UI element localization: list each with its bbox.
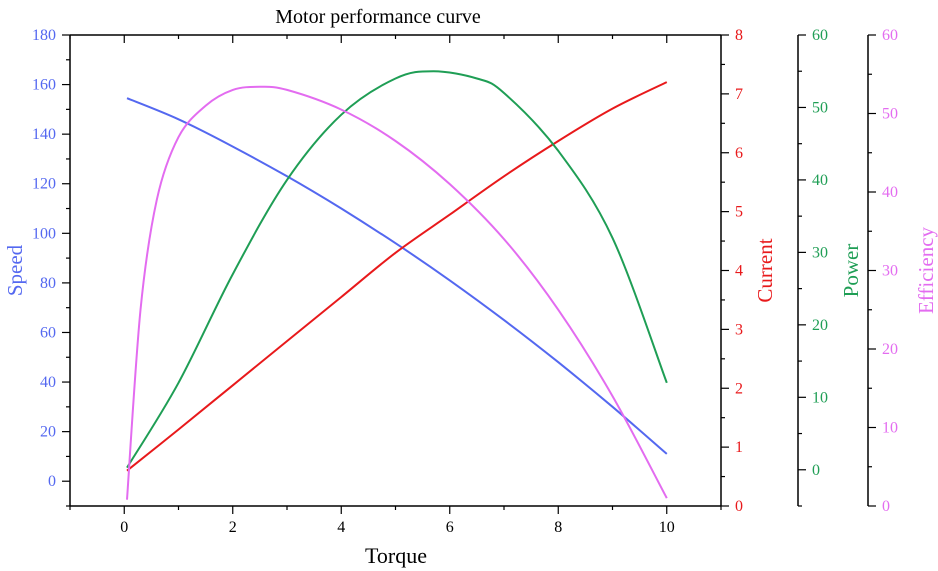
x-tick-label: 8 (554, 519, 562, 536)
speed-tick-label: 20 (40, 424, 56, 441)
efficiency-tick-label: 30 (882, 263, 898, 280)
speed-tick-label: 160 (32, 77, 56, 94)
current-axis-label: Current (753, 238, 777, 302)
power-tick-label: 0 (812, 462, 820, 479)
power-series-line (126, 70, 668, 469)
x-tick-label: 0 (120, 519, 128, 536)
speed-series-line (126, 97, 668, 455)
efficiency-series-line (126, 85, 668, 500)
speed-tick-label: 0 (48, 473, 56, 490)
x-axis-label: Torque (365, 543, 427, 568)
efficiency-axis-label: Efficiency (914, 226, 938, 314)
chart-title: Motor performance curve (275, 6, 481, 28)
efficiency-tick-label: 60 (882, 27, 898, 44)
power-tick-label: 30 (812, 244, 828, 261)
current-tick-label: 6 (735, 145, 743, 162)
power-tick-label: 40 (812, 172, 828, 189)
current-tick-label: 8 (735, 27, 743, 44)
plot-frame (70, 34, 721, 507)
efficiency-tick-label: 20 (882, 341, 898, 358)
speed-axis-label: Speed (3, 244, 27, 296)
current-tick-label: 1 (735, 439, 743, 456)
x-tick-label: 4 (337, 519, 345, 536)
current-tick-label: 0 (735, 498, 743, 515)
current-series-line (126, 81, 668, 472)
x-tick-label: 6 (446, 519, 454, 536)
power-axis-label: Power (839, 244, 863, 298)
speed-tick-label: 120 (32, 176, 56, 193)
power-tick-label: 50 (812, 99, 828, 116)
current-tick-label: 2 (735, 380, 743, 397)
axes-layer: 0 2 4 6 8 10020406080100120140160180Speed0123… (3, 27, 938, 536)
series-layer (126, 70, 668, 500)
power-tick-label: 10 (812, 389, 828, 406)
efficiency-tick-label: 10 (882, 420, 898, 437)
current-tick-label: 7 (735, 86, 743, 103)
current-tick-label: 5 (735, 204, 743, 221)
speed-tick-label: 100 (32, 225, 56, 242)
power-tick-label: 20 (812, 317, 828, 334)
speed-tick-label: 180 (32, 27, 56, 44)
efficiency-tick-label: 50 (882, 106, 898, 123)
efficiency-tick-label: 0 (882, 498, 890, 515)
speed-tick-label: 140 (32, 126, 56, 143)
current-tick-label: 4 (735, 263, 743, 280)
speed-tick-label: 80 (40, 275, 56, 292)
x-tick-label: 2 (229, 519, 237, 536)
speed-tick-label: 40 (40, 374, 56, 391)
efficiency-tick-label: 40 (882, 184, 898, 201)
current-tick-label: 3 (735, 321, 743, 338)
power-tick-label: 60 (812, 27, 828, 44)
speed-tick-label: 60 (40, 324, 56, 341)
x-tick-label: 10 (659, 519, 675, 536)
